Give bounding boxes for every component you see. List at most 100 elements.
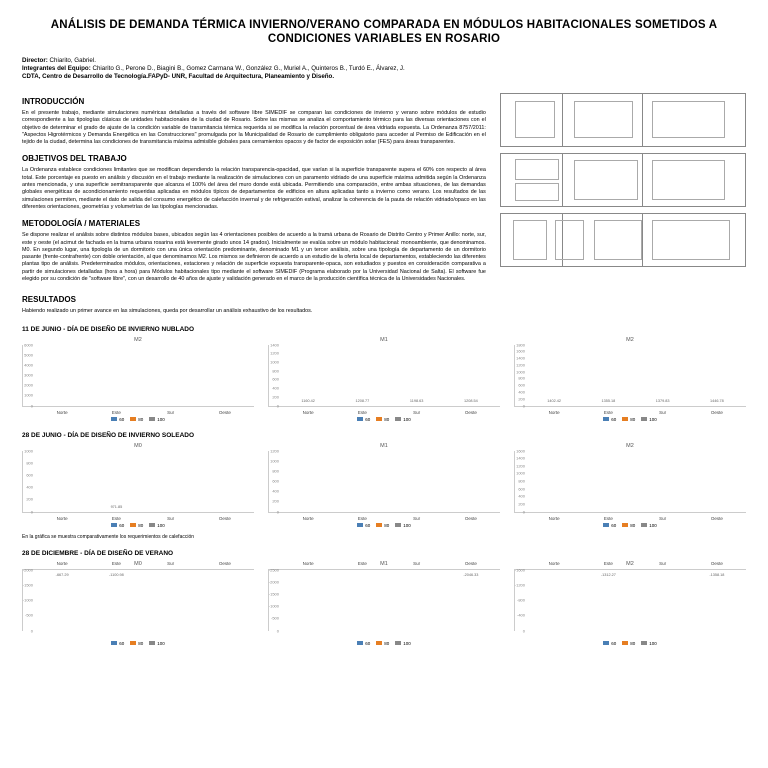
y-tick-label: 2000 <box>24 383 33 388</box>
y-tick-label: 600 <box>272 479 279 484</box>
bar-chart: M0 -2000-1500-1000-5000-667.29Norte-1100… <box>22 561 254 646</box>
category-label: Norte <box>549 516 560 521</box>
chart-row: M0 -2000-1500-1000-5000-667.29Norte-1100… <box>22 561 746 646</box>
floorplan-column <box>500 89 746 287</box>
y-axis: -1600-1200-800-4000 <box>513 570 527 631</box>
bar-value-label: ­-2046.33 <box>463 573 478 577</box>
y-tick-label: -500 <box>25 613 33 618</box>
day-heading: 28 DE JUNIO - DÍA DE DISEÑO DE INVIERNO … <box>22 432 746 439</box>
category-label: Oeste <box>465 561 477 566</box>
chart-plot: 020040060080010001200NorteEsteSurOeste <box>268 451 500 513</box>
category-label: Norte <box>57 410 68 415</box>
y-axis: 02004006008001000120014001600 <box>513 451 527 512</box>
y-tick-label: 800 <box>26 460 33 465</box>
section-heading: RESULTADOS <box>22 295 746 304</box>
y-tick-label: 400 <box>26 485 33 490</box>
y-tick-label: 1400 <box>516 356 525 361</box>
section-heading: METODOLOGÍA / MATERIALES <box>22 219 486 228</box>
y-tick-label: 400 <box>518 390 525 395</box>
category-label: Oeste <box>711 561 723 566</box>
day-heading: 11 DE JUNIO - DÍA DE DISEÑO DE INVIERNO … <box>22 326 746 333</box>
y-tick-label: 1000 <box>270 360 279 365</box>
y-tick-label: 1000 <box>24 393 33 398</box>
y-tick-label: 600 <box>26 472 33 477</box>
category-label: Sur <box>659 410 666 415</box>
y-axis: 020040060080010001200 <box>267 451 281 512</box>
y-tick-label: -2500 <box>269 567 279 572</box>
y-tick-label: 0 <box>31 628 33 633</box>
y-tick-label: 800 <box>272 468 279 473</box>
category-label: Sur <box>659 516 666 521</box>
y-tick-label: 0 <box>523 403 525 408</box>
chart-plot: 0200400600800100012001400160018001402.42… <box>514 345 746 407</box>
y-tick-label: 1600 <box>516 448 525 453</box>
chart-plot: -1600-1200-800-4000Norte-1312.27EsteSur-… <box>514 569 746 631</box>
y-tick-label: -1200 <box>515 582 525 587</box>
y-tick-label: 6000 <box>24 342 33 347</box>
chart-row: M0 02004006008001000Norte971.85EsteSurOe… <box>22 443 746 528</box>
y-tick-label: 1600 <box>516 349 525 354</box>
y-axis: 02004006008001000 <box>21 451 35 512</box>
category-label: Sur <box>167 516 174 521</box>
section-heading: OBJETIVOS DEL TRABAJO <box>22 154 486 163</box>
bar-value-label: -1312.27 <box>601 573 616 577</box>
y-tick-label: 800 <box>518 479 525 484</box>
y-tick-label: 0 <box>31 403 33 408</box>
category-label: Oeste <box>711 410 723 415</box>
bar-value-label: 1208.54 <box>464 399 478 403</box>
y-axis: 020040060080010001200140016001800 <box>513 345 527 406</box>
section-heading: INTRODUCCIÓN <box>22 97 486 106</box>
floorplan-m1 <box>500 153 746 207</box>
charts-container: 11 DE JUNIO - DÍA DE DISEÑO DE INVIERNO … <box>22 326 746 646</box>
y-tick-label: 1400 <box>270 342 279 347</box>
category-label: Sur <box>413 410 420 415</box>
chart-title: M1 <box>268 443 500 449</box>
y-tick-label: 800 <box>518 376 525 381</box>
bar-value-label: -1100.98 <box>109 573 124 577</box>
y-tick-label: 400 <box>518 494 525 499</box>
category-label: Oeste <box>711 516 723 521</box>
category-label: Oeste <box>465 410 477 415</box>
y-tick-label: 1200 <box>516 463 525 468</box>
category-label: Norte <box>549 410 560 415</box>
y-tick-label: 0 <box>277 403 279 408</box>
y-tick-label: 4000 <box>24 362 33 367</box>
chart-note: En la gráfica se muestra comparativament… <box>22 534 746 540</box>
category-label: Oeste <box>219 561 231 566</box>
category-label: Norte <box>57 561 68 566</box>
y-tick-label: -800 <box>517 598 525 603</box>
chart-title: M2 <box>514 337 746 343</box>
chart-legend: 60 80 100 <box>22 641 254 646</box>
top-columns: INTRODUCCIÓN En el presente trabajo, med… <box>22 89 746 287</box>
chart-plot: 02004006008001000120014001160.42Norte120… <box>268 345 500 407</box>
chart-legend: 60 80 100 <box>514 641 746 646</box>
y-axis: 0200400600800100012001400 <box>267 345 281 406</box>
y-tick-label: 200 <box>518 396 525 401</box>
bar-value-label: 1379.83 <box>656 399 670 403</box>
y-tick-label: 1800 <box>516 342 525 347</box>
y-tick-label: 1200 <box>270 448 279 453</box>
bar-value-label: 1198.63 <box>410 399 423 403</box>
bar-value-label: 1446.78 <box>710 399 724 403</box>
y-tick-label: 1200 <box>516 362 525 367</box>
bar-value-label: -667.29 <box>56 573 69 577</box>
chart-row: M2 0100020003000400050006000NorteEsteSur… <box>22 337 746 422</box>
category-label: Sur <box>413 516 420 521</box>
paragraph: Habiendo realizado un primer avance en l… <box>22 308 746 315</box>
category-label: Este <box>358 561 367 566</box>
y-axis: 0100020003000400050006000 <box>21 345 35 406</box>
chart-title: M2 <box>514 443 746 449</box>
category-label: Sur <box>413 561 420 566</box>
category-label: Oeste <box>219 516 231 521</box>
y-tick-label: 1000 <box>24 448 33 453</box>
bar-chart: M0 02004006008001000Norte971.85EsteSurOe… <box>22 443 254 528</box>
y-tick-label: 0 <box>523 509 525 514</box>
category-label: Norte <box>303 516 314 521</box>
y-tick-label: 600 <box>518 486 525 491</box>
chart-legend: 60 80 100 <box>268 523 500 528</box>
y-tick-label: 1000 <box>270 458 279 463</box>
category-label: Este <box>112 516 121 521</box>
y-tick-label: 0 <box>277 628 279 633</box>
y-tick-label: -2000 <box>269 579 279 584</box>
floorplan-m2 <box>500 213 746 267</box>
